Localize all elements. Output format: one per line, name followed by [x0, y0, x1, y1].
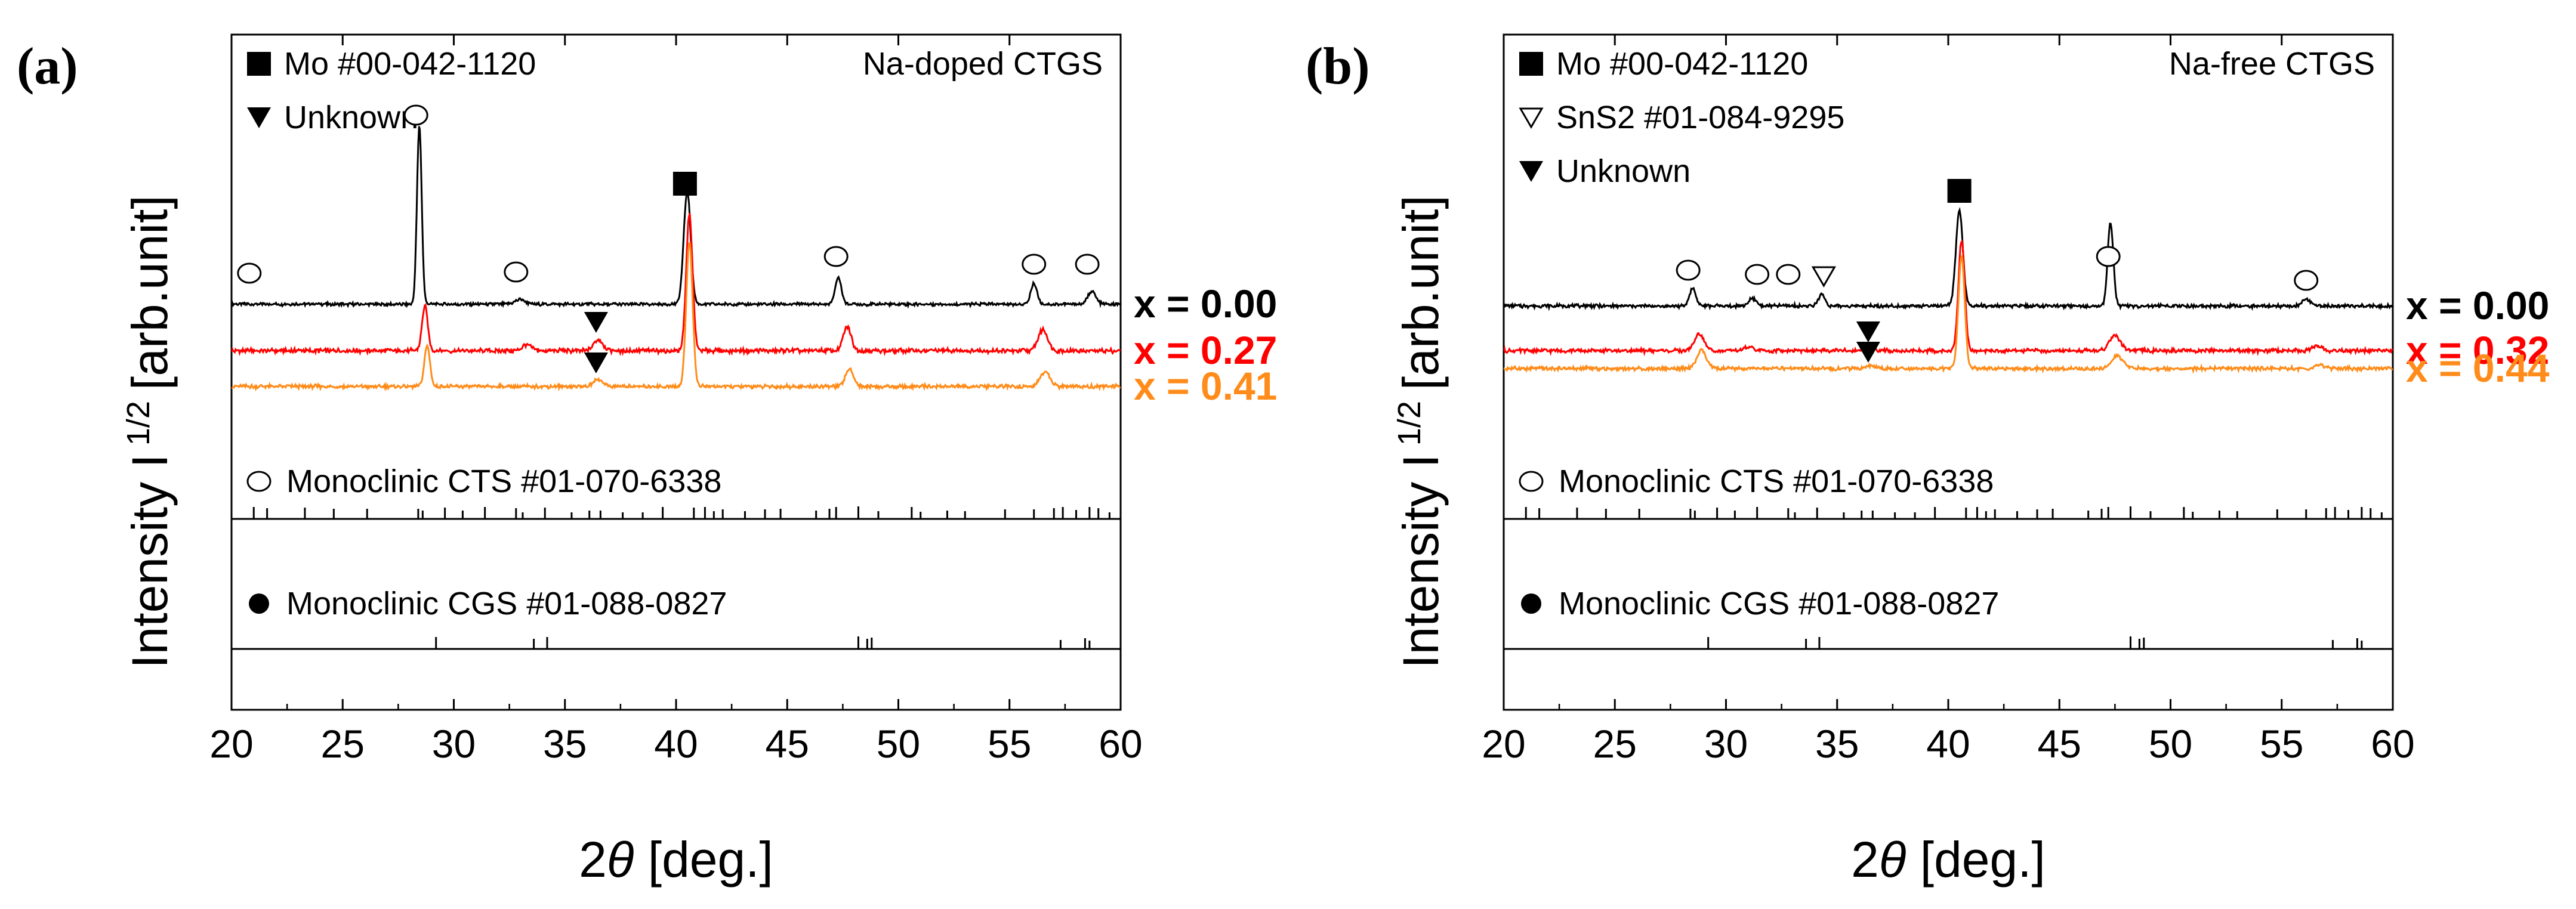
legend-marker [1519, 52, 1543, 76]
series-line [1504, 253, 2393, 375]
reference-marker [246, 471, 272, 492]
chart-title: Na-free CTGS [2169, 46, 2375, 82]
y-axis-title: Intensity I 1/2 [arb.unit] [121, 195, 178, 668]
reference-marker [249, 593, 269, 614]
x-tick-label: 55 [988, 722, 1031, 766]
x-axis-title-suffix: [deg.] [1906, 831, 2046, 888]
reference-marker [1521, 593, 1541, 614]
y-axis-title-tail: [arb.unit] [1393, 195, 1449, 390]
x-tick-label: 20 [1482, 722, 1525, 766]
peak-marker [584, 353, 608, 373]
y-axis-title-main: Intensity I [1393, 454, 1449, 669]
series-label: x = 0.00 [2406, 283, 2549, 327]
x-axis-title: 2θ [deg.] [1851, 831, 2046, 888]
y-axis-title-sup: 1/2 [121, 401, 156, 446]
peak-marker [403, 104, 428, 126]
series-label: x = 0.44 [2406, 346, 2550, 390]
y-axis-title-tail: [arb.unit] [122, 195, 178, 390]
peak-marker [2096, 246, 2121, 267]
peak-marker [1776, 264, 1801, 285]
y-axis-title-sup: 1/2 [1392, 401, 1427, 446]
x-tick-label: 25 [321, 722, 365, 766]
legend-label: Mo #00-042-1120 [1556, 46, 1808, 82]
x-tick-label: 35 [1815, 722, 1859, 766]
legend-marker [247, 52, 271, 76]
x-tick-label: 50 [877, 722, 920, 766]
panel-b: (b) 20 25 30 35 40 45 50 55 60 2θ [deg.] Intensity … [1306, 33, 2550, 888]
peak-marker [1856, 321, 1880, 342]
legend-label: Unknown [284, 100, 418, 135]
reference-label: Monoclinic CTS #01-070-6338 [1559, 463, 1994, 499]
x-axis-title-suffix: [deg.] [634, 831, 773, 888]
peak-marker [504, 261, 529, 283]
series-line [232, 242, 1121, 392]
chart-title: Na-doped CTGS [863, 46, 1103, 82]
legend-marker [1519, 161, 1543, 182]
x-tick-label: 60 [2371, 722, 2414, 766]
x-axis-title-symbol: θ [1879, 831, 1906, 888]
peak-marker [237, 262, 262, 284]
series-line [1504, 239, 2393, 357]
x-axis-title-prefix: 2 [579, 831, 607, 888]
legend-label: SnS2 #01-084-9295 [1556, 100, 1844, 135]
series-line [232, 213, 1121, 357]
panel-label: (a) [17, 38, 78, 95]
panel-label: (b) [1306, 38, 1370, 95]
peak-marker [1811, 266, 1837, 287]
x-tick-label: 50 [2149, 722, 2192, 766]
peak-marker [1075, 253, 1100, 275]
series-label: x = 0.32 [2406, 328, 2549, 372]
peak-marker [1856, 342, 1880, 363]
x-tick-label: 60 [1099, 722, 1142, 766]
x-tick-label: 45 [766, 722, 809, 766]
peak-marker [584, 312, 608, 333]
legend-label: Mo #00-042-1120 [284, 46, 536, 82]
x-tick-label: 30 [1704, 722, 1748, 766]
legend-label: Unknown [1556, 153, 1690, 189]
x-tick-label: 45 [2038, 722, 2081, 766]
x-tick-label: 30 [432, 722, 476, 766]
y-axis-title-main: Intensity I [122, 454, 178, 669]
series-label: x = 0.41 [1134, 364, 1277, 408]
x-axis-title-symbol: θ [607, 831, 634, 888]
reference-label: Monoclinic CGS #01-088-0827 [286, 586, 727, 622]
series-label: x = 0.00 [1134, 282, 1277, 326]
series-label: x = 0.27 [1134, 328, 1277, 372]
y-axis-title: Intensity I 1/2 [arb.unit] [1392, 195, 1449, 668]
x-tick-label: 55 [2260, 722, 2303, 766]
reference-label: Monoclinic CTS #01-070-6338 [286, 463, 721, 499]
peak-marker [1745, 264, 1770, 285]
reference-marker [1519, 471, 1544, 492]
x-tick-label: 40 [654, 722, 698, 766]
peak-marker [1022, 253, 1047, 275]
legend-marker [247, 107, 271, 128]
peak-marker [1676, 259, 1701, 281]
series-line [232, 126, 1121, 309]
reference-label: Monoclinic CGS #01-088-0827 [1559, 586, 1999, 622]
x-tick-label: 20 [209, 722, 253, 766]
x-axis-title-prefix: 2 [1851, 831, 1879, 888]
peak-marker [672, 172, 697, 196]
x-tick-label: 35 [543, 722, 587, 766]
x-tick-label: 40 [1926, 722, 1970, 766]
peak-marker [2294, 270, 2319, 291]
peak-marker [1947, 179, 1972, 203]
peak-marker [823, 246, 849, 267]
x-tick-label: 25 [1593, 722, 1637, 766]
panel-a: (a) 20 25 30 35 40 45 50 55 60 2θ [deg.] Intensity … [17, 33, 1277, 888]
legend-marker [1519, 107, 1544, 129]
x-axis-title: 2θ [deg.] [579, 831, 773, 888]
series-line [1504, 206, 2393, 311]
